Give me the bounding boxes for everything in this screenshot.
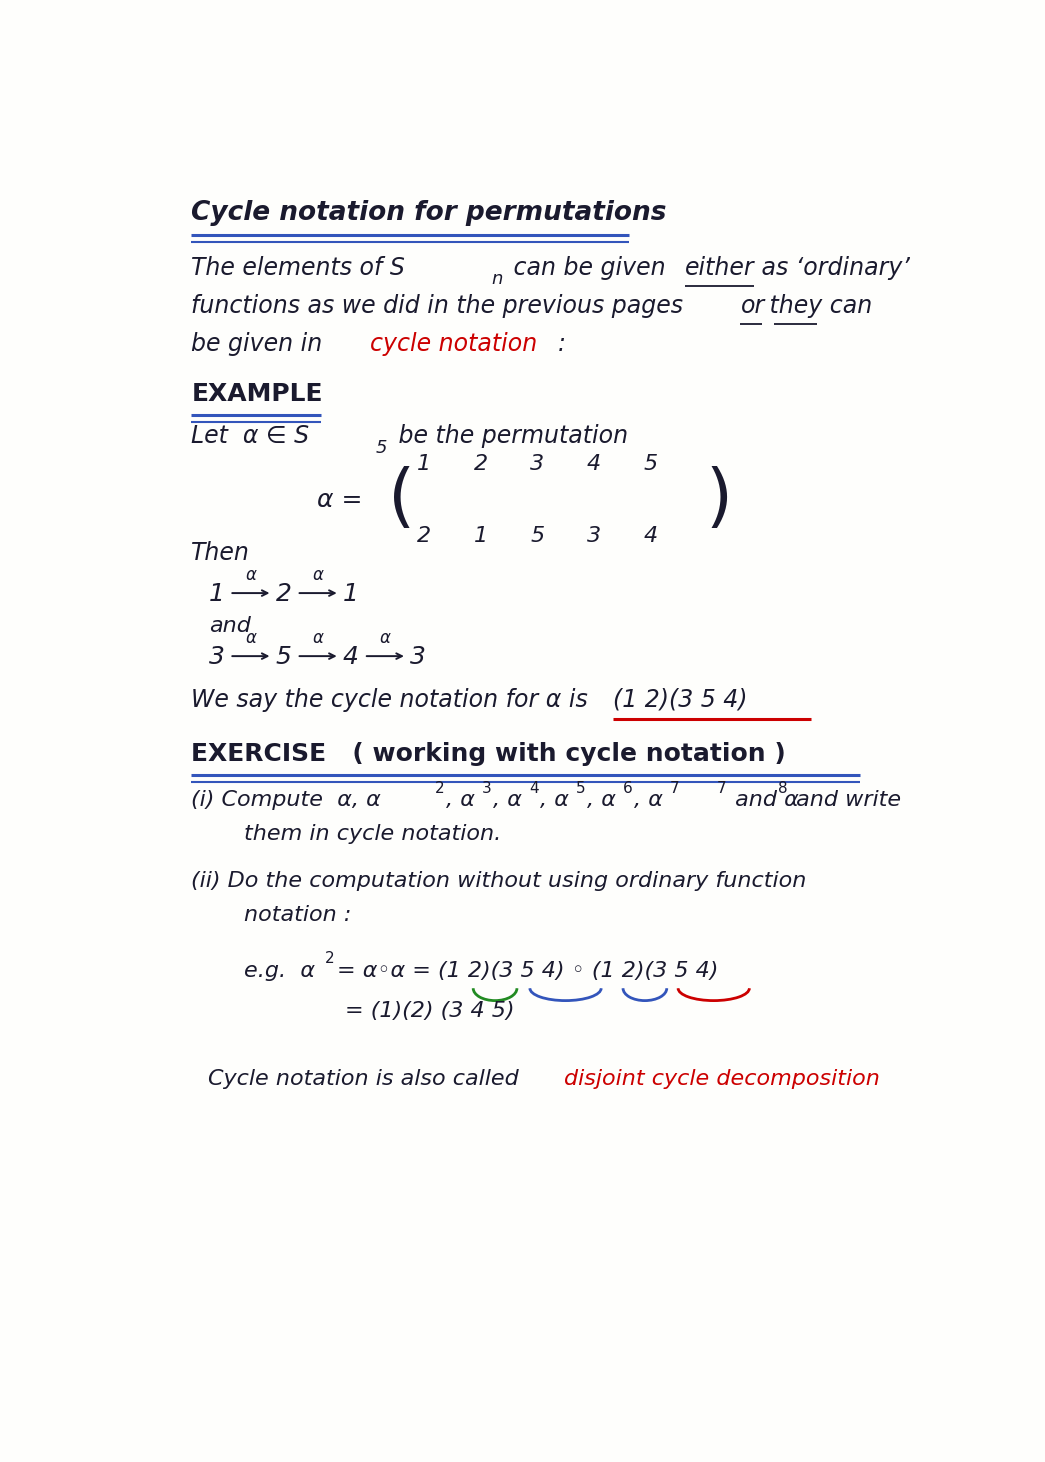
Text: 5: 5 bbox=[376, 440, 388, 458]
Text: (i) Compute  α, α: (i) Compute α, α bbox=[191, 789, 381, 810]
Text: (: ( bbox=[388, 466, 415, 534]
Text: α: α bbox=[246, 566, 256, 583]
Text: be given in: be given in bbox=[191, 332, 330, 357]
Text: 3: 3 bbox=[410, 645, 426, 670]
Text: 8: 8 bbox=[777, 782, 787, 797]
Text: either: either bbox=[684, 256, 754, 279]
Text: and: and bbox=[209, 617, 251, 636]
Text: (ii) Do the computation without using ordinary function: (ii) Do the computation without using or… bbox=[191, 871, 807, 890]
Text: 3: 3 bbox=[482, 782, 492, 797]
Text: (1 2)(3 5 4): (1 2)(3 5 4) bbox=[612, 687, 747, 712]
Text: 3: 3 bbox=[530, 453, 544, 474]
Text: as ‘ordinary’: as ‘ordinary’ bbox=[754, 256, 910, 279]
Text: 5: 5 bbox=[576, 782, 585, 797]
Text: 1: 1 bbox=[343, 582, 358, 605]
Text: 2: 2 bbox=[435, 782, 445, 797]
Text: Cycle notation is also called: Cycle notation is also called bbox=[208, 1069, 526, 1089]
Text: e.g.  α: e.g. α bbox=[245, 961, 315, 981]
Text: Then: Then bbox=[191, 541, 250, 566]
Text: = (1)(2) (3 4 5): = (1)(2) (3 4 5) bbox=[345, 1001, 515, 1022]
Text: We say the cycle notation for α is: We say the cycle notation for α is bbox=[191, 687, 596, 712]
Text: can be given: can be given bbox=[506, 256, 673, 279]
Text: 1: 1 bbox=[209, 582, 225, 605]
Text: , α: , α bbox=[445, 789, 474, 810]
Text: α: α bbox=[246, 629, 256, 646]
Text: 2: 2 bbox=[417, 526, 431, 545]
Text: cycle notation: cycle notation bbox=[370, 332, 537, 357]
Text: be the permutation: be the permutation bbox=[392, 424, 628, 449]
Text: n: n bbox=[491, 269, 503, 288]
Text: EXAMPLE: EXAMPLE bbox=[191, 382, 323, 405]
Text: = α◦α = (1 2)(3 5 4) ◦ (1 2)(3 5 4): = α◦α = (1 2)(3 5 4) ◦ (1 2)(3 5 4) bbox=[338, 961, 719, 981]
Text: 1: 1 bbox=[473, 526, 488, 545]
Text: or: or bbox=[741, 294, 765, 317]
Text: 2: 2 bbox=[276, 582, 292, 605]
Text: α: α bbox=[379, 629, 391, 646]
Text: , α: , α bbox=[586, 789, 616, 810]
Text: Let  α ∈ S: Let α ∈ S bbox=[191, 424, 309, 449]
Text: and α: and α bbox=[727, 789, 798, 810]
Text: 6: 6 bbox=[623, 782, 633, 797]
Text: 4: 4 bbox=[587, 453, 601, 474]
Text: them in cycle notation.: them in cycle notation. bbox=[245, 823, 502, 844]
Text: 4: 4 bbox=[343, 645, 358, 670]
Text: disjoint cycle decomposition: disjoint cycle decomposition bbox=[564, 1069, 880, 1089]
Text: α: α bbox=[312, 566, 324, 583]
Text: 1: 1 bbox=[417, 453, 431, 474]
Text: 4: 4 bbox=[644, 526, 657, 545]
Text: , α: , α bbox=[633, 789, 663, 810]
Text: and write: and write bbox=[789, 789, 901, 810]
Text: ): ) bbox=[705, 466, 733, 534]
Text: 5: 5 bbox=[530, 526, 544, 545]
Text: functions as we did in the previous pages: functions as we did in the previous page… bbox=[191, 294, 691, 317]
Text: α: α bbox=[312, 629, 324, 646]
Text: notation :: notation : bbox=[245, 905, 351, 924]
Text: 7: 7 bbox=[670, 782, 679, 797]
Text: 2: 2 bbox=[473, 453, 488, 474]
Text: :: : bbox=[558, 332, 566, 357]
Text: Cycle notation for permutations: Cycle notation for permutations bbox=[191, 200, 667, 227]
Text: 5: 5 bbox=[276, 645, 292, 670]
Text: , α: , α bbox=[539, 789, 568, 810]
Text: 5: 5 bbox=[644, 453, 657, 474]
Text: α =: α = bbox=[317, 488, 370, 512]
Text: 3: 3 bbox=[587, 526, 601, 545]
Text: 3: 3 bbox=[209, 645, 225, 670]
Text: 7: 7 bbox=[717, 782, 726, 797]
Text: they can: they can bbox=[763, 294, 873, 317]
Text: The elements of S: The elements of S bbox=[191, 256, 405, 279]
Text: EXERCISE   ( working with cycle notation ): EXERCISE ( working with cycle notation ) bbox=[191, 741, 786, 766]
Text: , α: , α bbox=[492, 789, 521, 810]
Text: 4: 4 bbox=[529, 782, 539, 797]
Text: 2: 2 bbox=[325, 952, 334, 966]
